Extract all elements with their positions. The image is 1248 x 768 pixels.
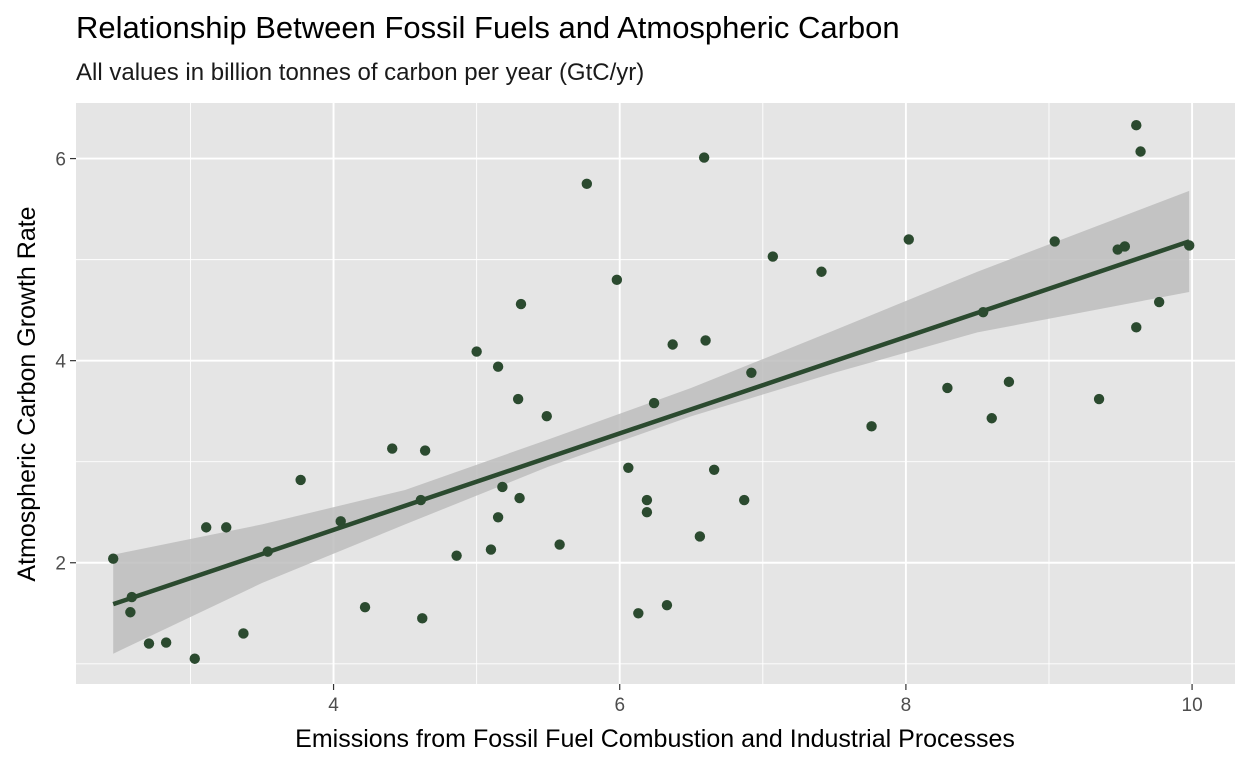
data-point xyxy=(485,544,497,555)
data-point xyxy=(648,397,660,409)
chart-subtitle: All values in billion tonnes of carbon p… xyxy=(76,59,645,86)
data-point xyxy=(189,653,200,664)
data-point xyxy=(108,553,119,564)
data-point xyxy=(1135,146,1146,157)
data-point xyxy=(492,512,504,523)
data-point xyxy=(903,234,914,245)
x-tick-label: 4 xyxy=(328,695,339,716)
data-point xyxy=(581,178,593,190)
data-point xyxy=(739,494,750,506)
data-point xyxy=(641,494,653,506)
y-axis: 2 4 6 xyxy=(55,150,76,575)
trend-line xyxy=(112,239,1190,607)
data-point xyxy=(160,637,172,648)
data-point xyxy=(746,367,757,378)
x-tick-label: 6 xyxy=(614,695,625,716)
data-point xyxy=(1153,296,1165,308)
data-point xyxy=(700,335,711,346)
data-point xyxy=(641,507,653,518)
data-point xyxy=(419,445,431,456)
data-point xyxy=(698,152,710,163)
data-point xyxy=(1131,322,1142,333)
data-point xyxy=(295,474,306,486)
data-point xyxy=(125,607,136,618)
grid-major xyxy=(76,103,1235,684)
data-point xyxy=(708,464,720,475)
data-point xyxy=(633,608,644,619)
x-tick-label: 10 xyxy=(1182,695,1203,716)
data-point xyxy=(471,346,482,357)
data-point xyxy=(986,413,997,424)
x-tick-label: 8 xyxy=(901,695,912,716)
data-point xyxy=(492,361,504,372)
plot-panel xyxy=(76,103,1235,684)
y-axis-title: Atmospheric Carbon Growth Rate xyxy=(13,206,41,581)
data-point xyxy=(1003,376,1015,388)
data-point xyxy=(623,462,634,473)
data-point xyxy=(359,602,371,613)
data-point xyxy=(694,531,706,542)
data-point xyxy=(143,638,155,649)
data-point xyxy=(554,539,565,550)
data-point xyxy=(201,522,212,533)
data-point xyxy=(221,522,232,533)
chart-title: Relationship Between Fossil Fuels and At… xyxy=(76,10,900,45)
data-point xyxy=(238,628,249,639)
data-point xyxy=(497,481,508,493)
data-point xyxy=(387,443,398,454)
y-tick-label: 2 xyxy=(55,554,66,575)
data-point xyxy=(335,516,346,527)
data-point xyxy=(451,550,462,561)
x-axis-title: Emissions from Fossil Fuel Combustion an… xyxy=(295,725,1015,753)
data-point xyxy=(1049,236,1060,247)
data-point xyxy=(661,599,673,611)
data-point xyxy=(515,298,527,310)
data-point xyxy=(1131,120,1142,131)
y-tick-label: 4 xyxy=(55,352,66,373)
trend-line-layer xyxy=(112,239,1190,607)
data-point xyxy=(512,393,524,405)
data-point xyxy=(667,339,678,350)
y-tick-label: 6 xyxy=(55,150,66,171)
data-point xyxy=(514,492,525,504)
data-point xyxy=(1119,241,1131,252)
data-point xyxy=(1093,393,1105,405)
data-point xyxy=(417,613,428,624)
x-axis: 4 6 8 10 xyxy=(328,684,1203,716)
data-point xyxy=(611,274,623,286)
data-point xyxy=(942,382,953,394)
data-point xyxy=(767,251,779,262)
data-point xyxy=(866,421,877,432)
data-point xyxy=(816,266,827,277)
data-point xyxy=(541,411,552,422)
